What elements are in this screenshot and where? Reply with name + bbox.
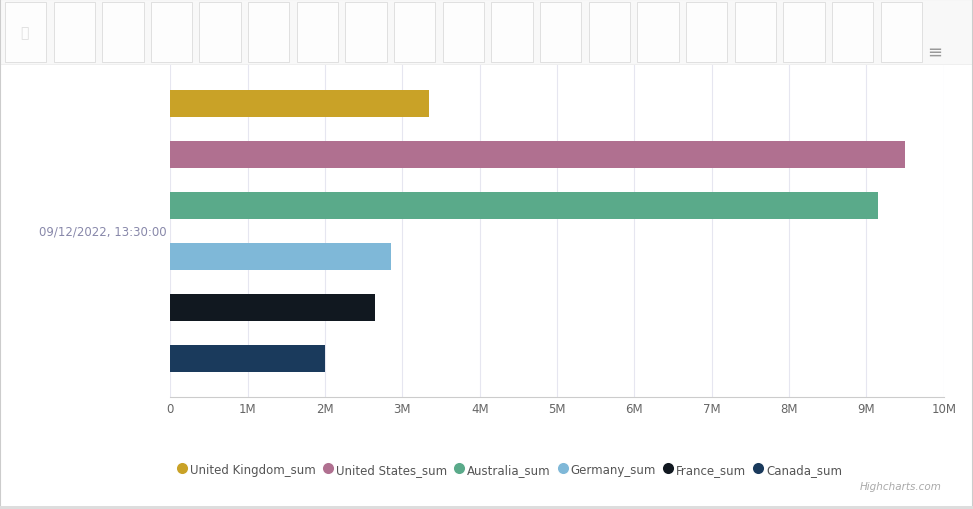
Text: ≡: ≡ — [926, 43, 942, 61]
Bar — [491, 3, 533, 63]
Bar — [443, 3, 485, 63]
Bar — [394, 3, 436, 63]
Bar — [297, 3, 339, 63]
Bar — [5, 3, 47, 63]
Text: Highcharts.com: Highcharts.com — [860, 481, 942, 491]
Bar — [540, 3, 582, 63]
Text: 09/12/2022, 13:30:00: 09/12/2022, 13:30:00 — [39, 225, 166, 238]
Bar — [686, 3, 728, 63]
Bar — [735, 3, 776, 63]
Bar — [170, 193, 878, 219]
Bar — [832, 3, 874, 63]
Bar — [589, 3, 631, 63]
Bar — [170, 244, 391, 270]
Bar — [151, 3, 193, 63]
Bar — [783, 3, 825, 63]
Bar — [170, 91, 429, 118]
Bar — [170, 295, 376, 321]
Bar — [170, 142, 905, 168]
Text: 📊: 📊 — [20, 26, 28, 40]
Bar — [345, 3, 387, 63]
Bar — [102, 3, 144, 63]
Bar — [170, 346, 325, 372]
Bar — [248, 3, 290, 63]
Legend: United Kingdom_sum, United States_sum, Australia_sum, Germany_sum, France_sum, C: United Kingdom_sum, United States_sum, A… — [175, 459, 846, 479]
Bar — [637, 3, 679, 63]
Bar — [54, 3, 95, 63]
Bar — [199, 3, 241, 63]
Bar — [881, 3, 922, 63]
